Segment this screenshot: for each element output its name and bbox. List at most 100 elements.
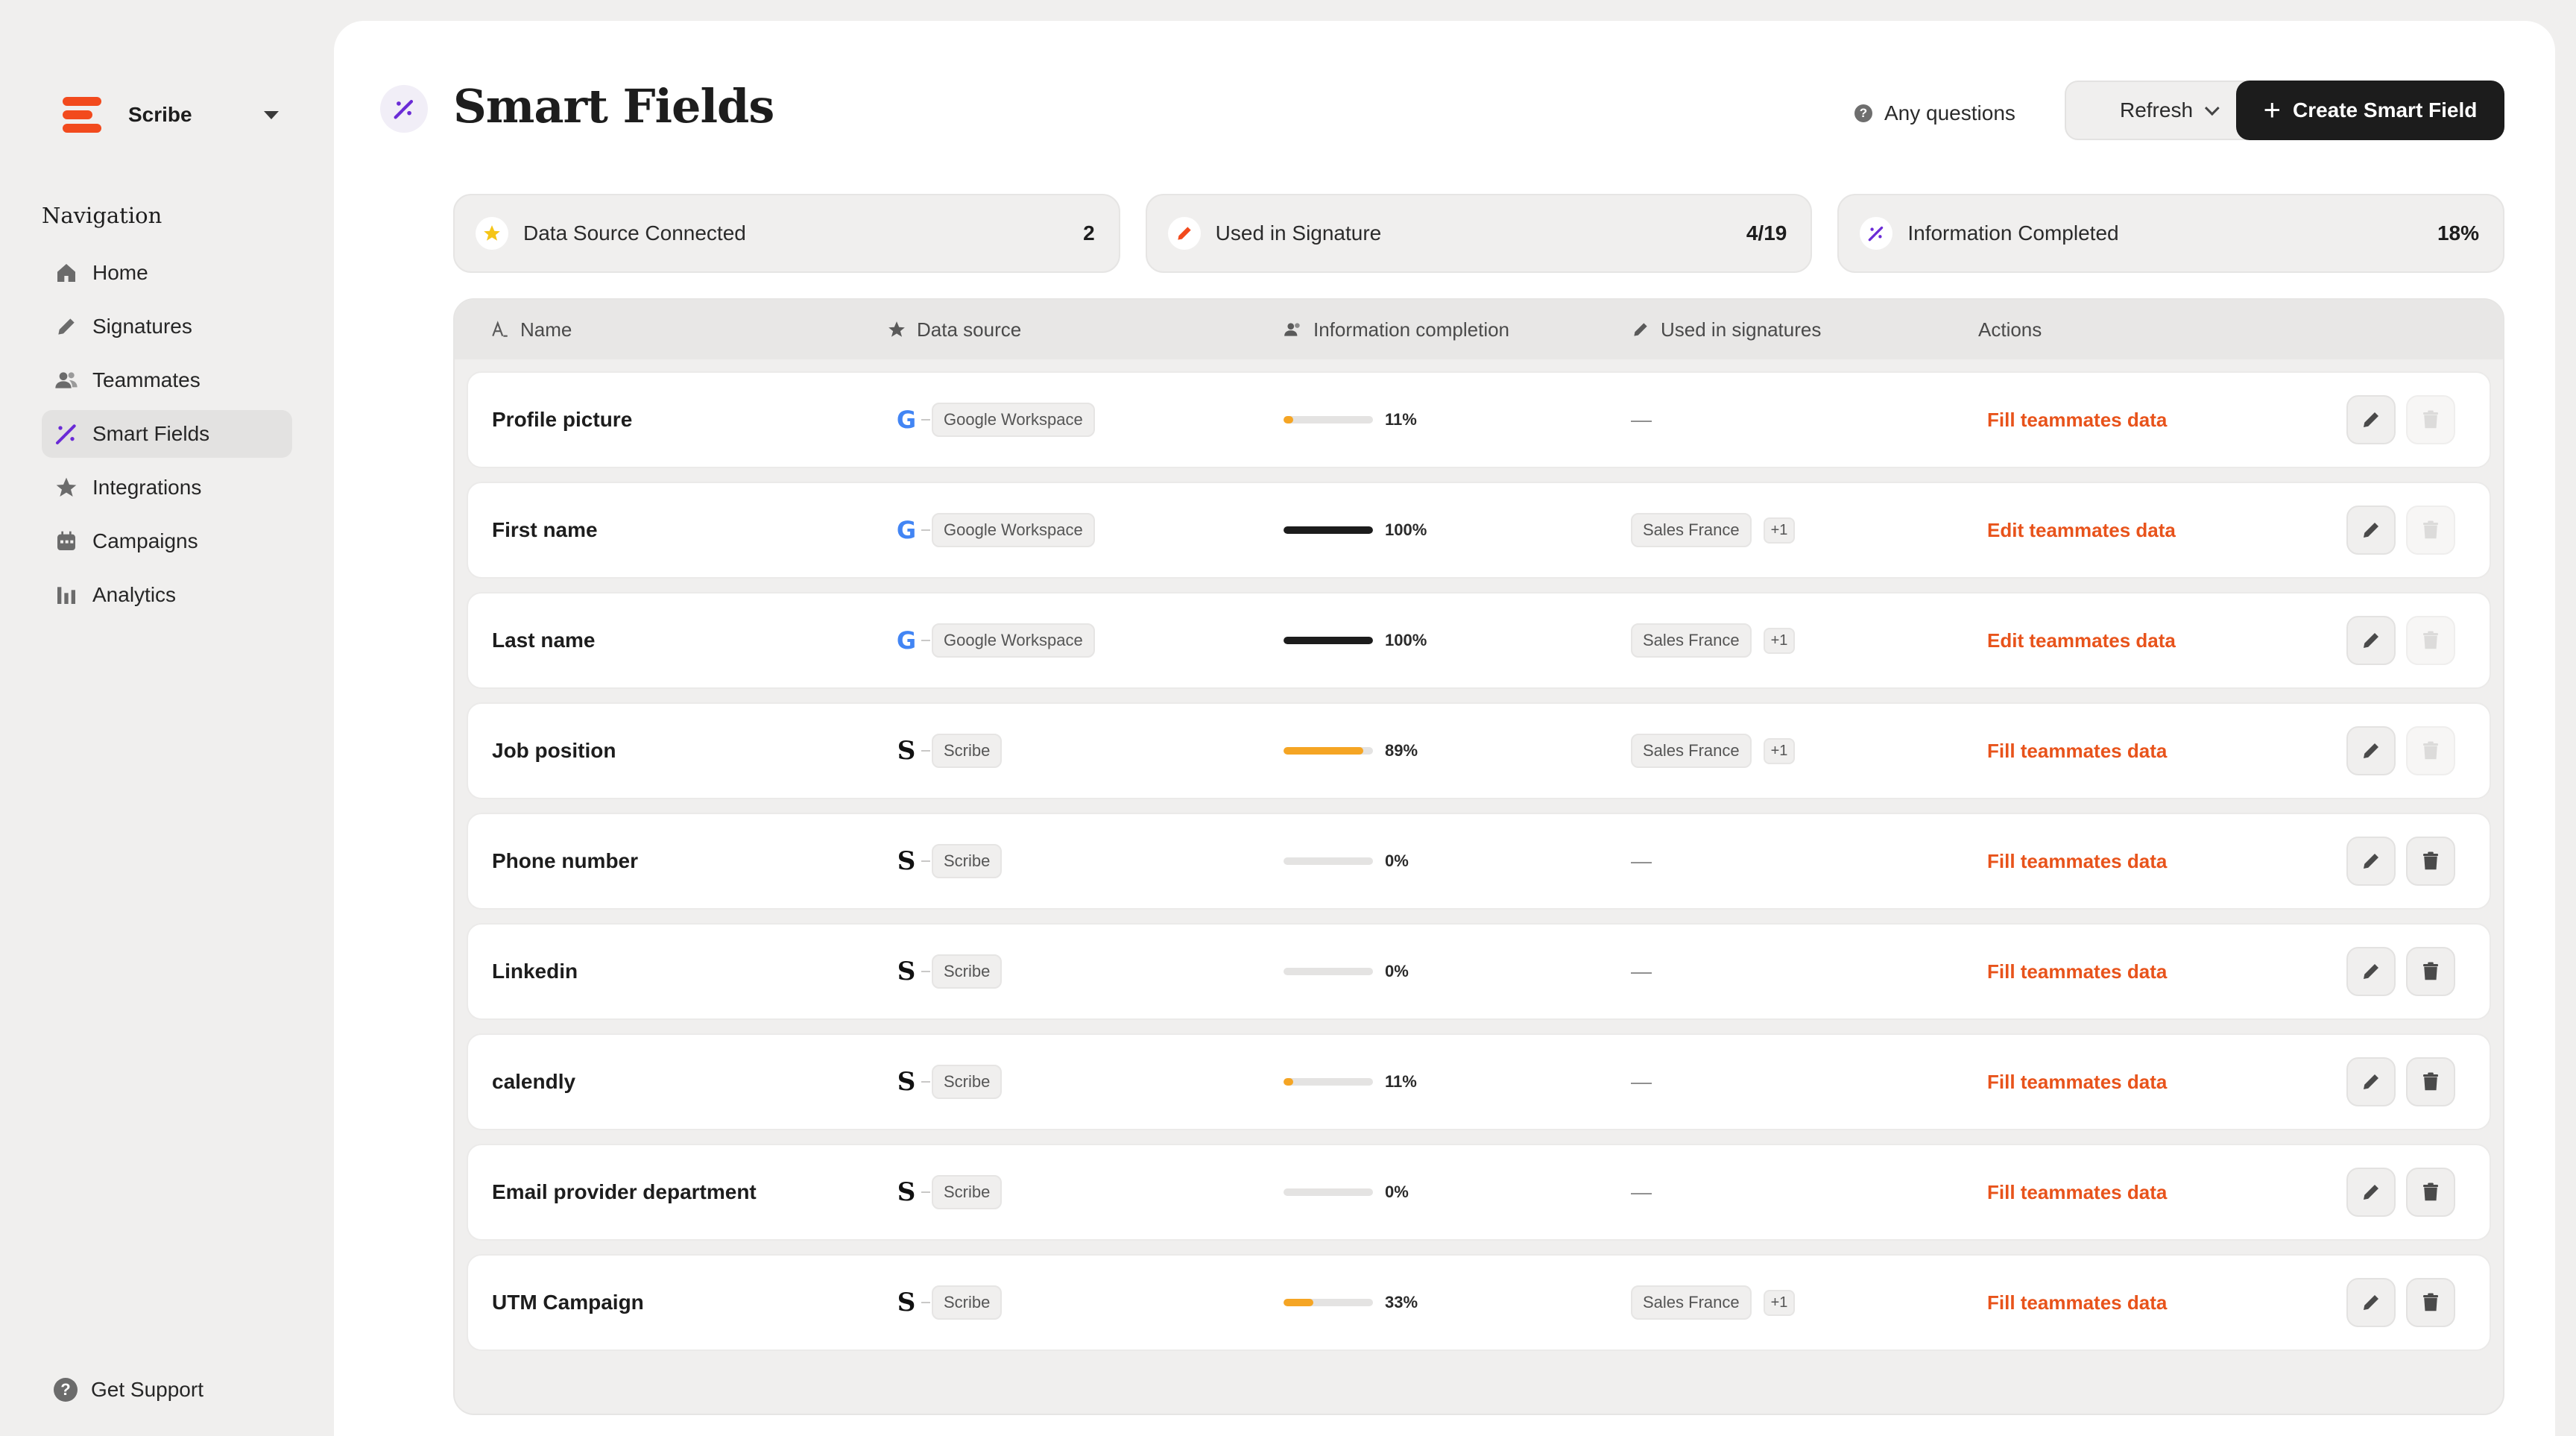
sidebar-item-integrations[interactable]: Integrations (42, 464, 292, 511)
more-count-badge: +1 (1763, 517, 1796, 544)
edit-button[interactable] (2346, 947, 2396, 996)
delete-button[interactable] (2406, 726, 2455, 775)
progress-bar (1284, 1078, 1373, 1086)
data-source: G Google Workspace (893, 373, 1095, 467)
edit-button[interactable] (2346, 395, 2396, 444)
delete-button[interactable] (2406, 947, 2455, 996)
progress-fill (1284, 1078, 1294, 1086)
create-smart-field-button[interactable]: + Create Smart Field (2236, 81, 2504, 140)
stat-used-in-signature: Used in Signature 4/19 (1145, 194, 1813, 273)
smart-fields-icon (380, 85, 428, 133)
edit-button[interactable] (2346, 616, 2396, 665)
column-header-name[interactable]: Name (490, 300, 572, 359)
sidebar-item-home[interactable]: Home (42, 249, 292, 297)
teammates-data-link[interactable]: Fill teammates data (1987, 960, 2168, 983)
stat-data-source: Data Source Connected 2 (453, 194, 1120, 273)
used-in-signatures: — (1631, 925, 1652, 1018)
google-logo-icon: G (896, 626, 917, 655)
table-row[interactable]: Last name G Google Workspace 100% Sales … (467, 592, 2491, 689)
data-source: S Scribe (893, 925, 1003, 1018)
edit-button[interactable] (2346, 837, 2396, 886)
progress-fill (1284, 416, 1294, 423)
any-questions-link[interactable]: ? Any questions (1854, 101, 2015, 125)
table-row[interactable]: Profile picture G Google Workspace 11% —… (467, 371, 2491, 468)
edit-button[interactable] (2346, 1057, 2396, 1106)
teammates-data-link[interactable]: Fill teammates data (1987, 739, 2168, 762)
connector-line (921, 750, 930, 752)
sidebar-item-campaigns[interactable]: Campaigns (42, 517, 292, 565)
signature-chip: Sales France (1631, 1285, 1752, 1320)
progress-percent: 0% (1385, 1183, 1409, 1201)
delete-button[interactable] (2406, 1168, 2455, 1217)
progress-percent: 11% (1385, 410, 1417, 429)
field-name: calendly (492, 1070, 576, 1093)
column-header-label: Used in signatures (1661, 318, 1822, 341)
scribe-s-logo-icon: S (897, 957, 916, 986)
teammates-data-link[interactable]: Edit teammates data (1987, 518, 2176, 541)
edit-button[interactable] (2346, 506, 2396, 555)
column-header-completion[interactable]: Information completion (1284, 300, 1509, 359)
progress-bar (1284, 1188, 1373, 1196)
delete-button[interactable] (2406, 506, 2455, 555)
sidebar-item-signatures[interactable]: Signatures (42, 303, 292, 350)
table-row[interactable]: Email provider department S Scribe 0% — … (467, 1144, 2491, 1241)
field-name: Phone number (492, 849, 639, 872)
scribe-s-logo-icon: S (897, 1177, 916, 1207)
used-in-signatures: — (1631, 814, 1652, 908)
empty-value: — (1631, 960, 1652, 983)
sidebar-item-label: Integrations (92, 476, 202, 499)
stat-label: Information Completed (1907, 221, 2119, 245)
pencil-icon (2364, 633, 2378, 648)
progress-bar (1284, 857, 1373, 865)
scribe-logo-icon (54, 86, 110, 143)
source-chip: Google Workspace (932, 403, 1095, 437)
sidebar-item-analytics[interactable]: Analytics (42, 571, 292, 619)
completion-progress: 0% (1284, 814, 1409, 908)
delete-button[interactable] (2406, 837, 2455, 886)
column-header-source[interactable]: Data source (887, 300, 1021, 359)
signature-chip: Sales France (1631, 513, 1752, 547)
stats-row: Data Source Connected 2 Used in Signatur… (453, 194, 2505, 273)
table-row[interactable]: UTM Campaign S Scribe 33% Sales France +… (467, 1254, 2491, 1351)
delete-button[interactable] (2406, 395, 2455, 444)
get-support-link[interactable]: ? Get Support (54, 1378, 203, 1402)
delete-button[interactable] (2406, 1057, 2455, 1106)
sidebar-item-label: Signatures (92, 315, 192, 338)
column-header-label: Name (520, 318, 572, 341)
sidebar-item-smart-fields[interactable]: Smart Fields (42, 410, 292, 458)
field-name: Profile picture (492, 408, 633, 431)
workspace-switcher[interactable]: Scribe (54, 86, 286, 143)
teammates-data-link[interactable]: Fill teammates data (1987, 1291, 2168, 1314)
nav-list: Home Signatures Teammates Smart Fields I… (42, 249, 292, 625)
edit-button[interactable] (2346, 1278, 2396, 1327)
empty-value: — (1631, 1070, 1652, 1093)
delete-button[interactable] (2406, 616, 2455, 665)
field-name: Linkedin (492, 960, 578, 983)
completion-progress: 89% (1284, 704, 1418, 798)
completion-progress: 0% (1284, 925, 1409, 1018)
teammates-data-link[interactable]: Fill teammates data (1987, 849, 2168, 872)
completion-progress: 11% (1284, 373, 1417, 467)
pen-icon (54, 314, 79, 339)
teammates-data-link[interactable]: Fill teammates data (1987, 1070, 2168, 1093)
table-row[interactable]: calendly S Scribe 11% — Fill teammates d… (467, 1033, 2491, 1130)
delete-button[interactable] (2406, 1278, 2455, 1327)
table-row[interactable]: First name G Google Workspace 100% Sales… (467, 482, 2491, 579)
table-row[interactable]: Linkedin S Scribe 0% — Fill teammates da… (467, 923, 2491, 1020)
get-support-label: Get Support (91, 1378, 203, 1401)
teammates-data-link[interactable]: Fill teammates data (1987, 408, 2168, 431)
progress-percent: 0% (1385, 962, 1409, 980)
column-header-used[interactable]: Used in signatures (1631, 300, 1821, 359)
table-row[interactable]: Phone number S Scribe 0% — Fill teammate… (467, 813, 2491, 910)
completion-progress: 33% (1284, 1256, 1418, 1350)
teammates-data-link[interactable]: Edit teammates data (1987, 629, 2176, 652)
sidebar-item-teammates[interactable]: Teammates (42, 356, 292, 404)
teammates-data-link[interactable]: Fill teammates data (1987, 1180, 2168, 1203)
edit-button[interactable] (2346, 726, 2396, 775)
trash-icon (2423, 1183, 2438, 1201)
chevron-down-icon (2204, 101, 2220, 116)
star-icon (54, 475, 79, 500)
table-row[interactable]: Job position S Scribe 89% Sales France +… (467, 702, 2491, 799)
edit-button[interactable] (2346, 1168, 2396, 1217)
used-in-signatures: Sales France +1 (1631, 1256, 1796, 1350)
